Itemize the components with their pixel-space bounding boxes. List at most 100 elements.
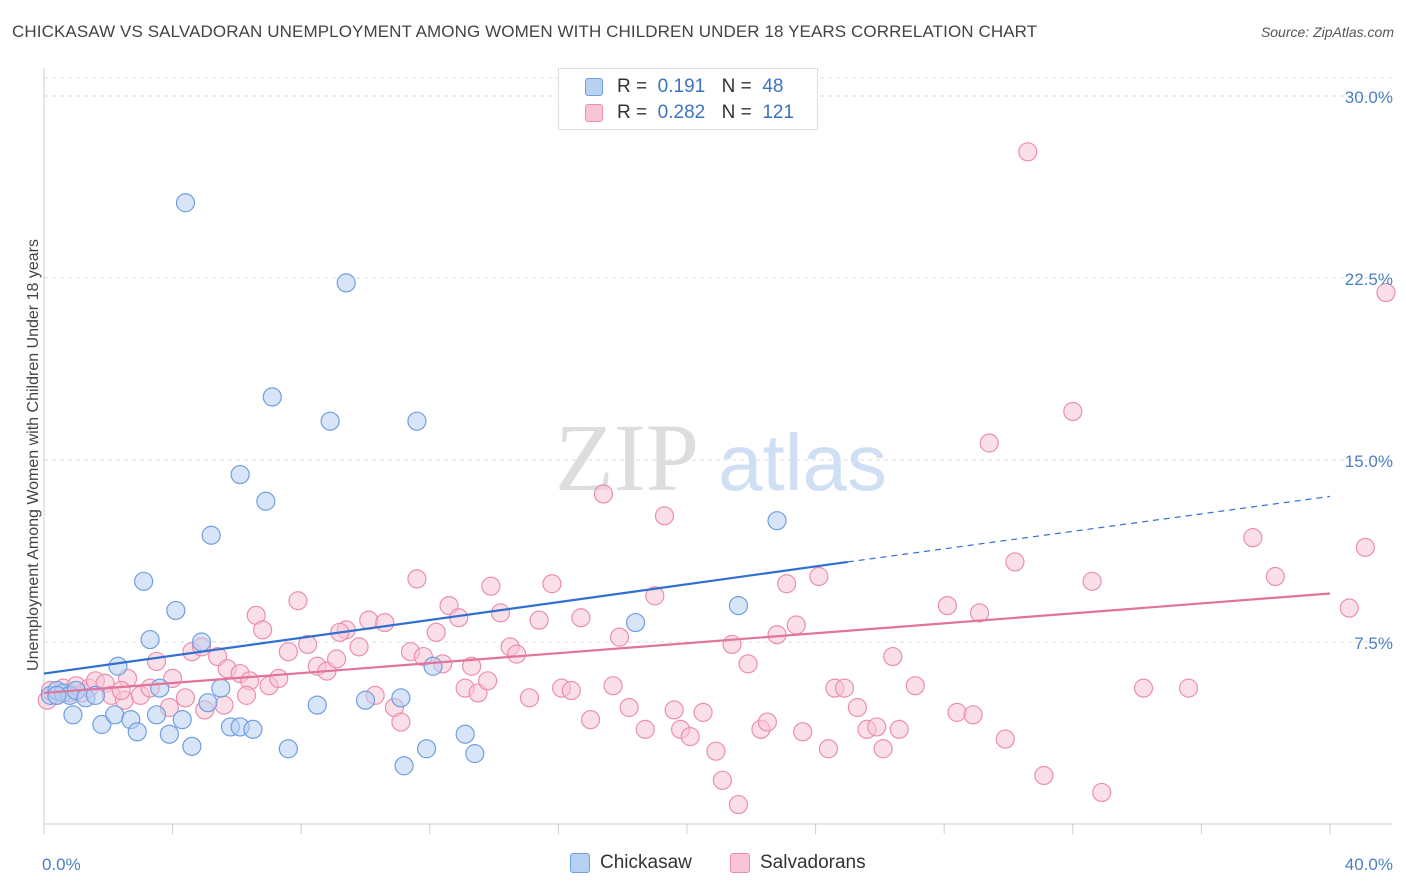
salvadoran-point-75 [706, 741, 726, 761]
chickasaw-point-22 [191, 632, 212, 652]
salvadoran-point-76 [712, 770, 732, 790]
correlation-legend: R = 0.191 N = 48 R = 0.282 N = 121 [558, 68, 818, 130]
salvadoran-point-67 [619, 697, 639, 718]
source-label: Source: ZipAtlas.com [1260, 24, 1394, 40]
salvadoran-point-110 [1178, 678, 1199, 698]
y-tick-label-1: 15.0% [1345, 452, 1393, 471]
y-tick-label-3: 30.0% [1345, 88, 1393, 107]
salvadoran-point-111 [1243, 528, 1263, 548]
salvadoran-point-54 [490, 603, 511, 623]
grid-lines [44, 77, 1392, 643]
salvadoran-point-96 [905, 676, 925, 696]
chickasaw-point-25 [211, 678, 231, 698]
salvadoran-point-77 [722, 634, 742, 655]
salvadoran-point-112 [1265, 566, 1285, 587]
chickasaw-point-37 [391, 688, 411, 708]
salvadoran-point-100 [969, 603, 990, 623]
chickasaw-point-20 [175, 193, 196, 213]
salvadoran-point-79 [738, 654, 758, 674]
salvadoran-point-35 [326, 649, 347, 669]
chickasaw-point-29 [243, 719, 263, 739]
salvadoran-point-85 [793, 722, 813, 742]
chickasaw-point-34 [320, 411, 340, 431]
chickasaw-point-8 [92, 714, 112, 735]
series-legend: Chickasaw Salvadorans [0, 852, 1406, 876]
salvadoran-point-53 [481, 576, 501, 596]
salvadoran-point-63 [580, 710, 601, 730]
salvadoran-point-18 [175, 688, 196, 708]
chickasaw-point-43 [465, 744, 485, 764]
legend-salvadorans-label: Salvadorans [760, 852, 866, 873]
salvadoran-point-102 [995, 729, 1015, 749]
legend-r-value: 0.282 [657, 102, 706, 123]
salvadoran-point-32 [298, 634, 318, 655]
salvadoran-point-44 [407, 569, 427, 589]
chickasaw-point-19 [172, 710, 192, 730]
salvadoran-point-105 [1034, 765, 1054, 786]
salvadoran-point-95 [889, 719, 909, 739]
salvadoran-point-37 [349, 637, 369, 657]
watermark: ZIP atlas [555, 404, 887, 511]
chickasaw-point-15 [140, 629, 160, 650]
salvadoran-point-107 [1082, 571, 1102, 591]
salvadoran-point-38 [359, 610, 379, 630]
chickasaw-point-38 [394, 756, 414, 776]
salvadoran-point-94 [883, 646, 903, 667]
salvadoran-point-40 [375, 612, 395, 633]
legend-r-label: R = [617, 76, 648, 97]
salvadoran-point-42 [391, 712, 411, 732]
salvadoran-point-30 [278, 642, 298, 662]
legend-item-chickasaw: Chickasaw [570, 852, 692, 874]
salvadoran-point-83 [777, 574, 797, 594]
legend-n-value: 48 [762, 76, 784, 97]
salvadoran-point-56 [507, 644, 527, 664]
salvadoran-point-117 [214, 695, 234, 715]
chickasaw-point-17 [159, 724, 179, 744]
salvadoran-point-84 [786, 615, 806, 635]
chickasaw-point-10 [108, 656, 128, 676]
salvadoran-point-106 [1063, 401, 1083, 422]
salvadoran-point-58 [529, 610, 549, 630]
salvadoran-point-73 [680, 727, 700, 747]
salvadoran-point-97 [937, 595, 958, 616]
salvadoran-point-15 [146, 651, 167, 672]
chart-title: CHICKASAW VS SALVADORAN UNEMPLOYMENT AMO… [12, 22, 1038, 41]
chickasaw-point-40 [416, 739, 437, 759]
chickasaw-point-44 [625, 612, 646, 633]
salvadoran-point-119 [478, 671, 498, 691]
salvadoran-trend-line [43, 592, 1331, 695]
salvadoran-point-74 [693, 702, 713, 722]
chickasaw-legend-swatch [570, 853, 590, 873]
legend-row-chickasaw: R = 0.191 N = 48 [585, 75, 783, 99]
legend-row-salvadorans: R = 0.282 N = 121 [585, 101, 794, 125]
chickasaw-point-21 [182, 736, 202, 756]
salvadoran-point-71 [664, 700, 684, 720]
salvadoran-point-68 [635, 719, 655, 739]
salvadoran-point-66 [609, 627, 630, 647]
salvadoran-point-120 [236, 685, 257, 705]
chickasaw-swatch [585, 78, 603, 96]
legend-r-value: 0.191 [657, 76, 706, 97]
salvadoran-point-86 [809, 566, 829, 587]
chickasaw-point-33 [307, 695, 327, 715]
chickasaw-point-39 [407, 411, 427, 431]
y-tick-label-2: 22.5% [1345, 270, 1393, 289]
salvadoran-point-104 [1018, 142, 1038, 162]
chickasaw-point-47 [47, 685, 67, 705]
chickasaw-point-45 [728, 595, 749, 616]
chickasaw-trend-line [43, 560, 848, 675]
watermark-atlas: atlas [718, 418, 887, 507]
chickasaw-point-28 [230, 464, 250, 485]
salvadoran-point-70 [654, 506, 675, 526]
chickasaw-point-16 [150, 678, 170, 698]
chickasaw-point-5 [63, 705, 83, 725]
chickasaw-point-32 [278, 739, 298, 759]
salvadoran-point-64 [593, 484, 614, 504]
salvadoran-legend-swatch [730, 853, 750, 873]
salvadoran-point-89 [834, 678, 855, 698]
salvadoran-point-103 [1005, 552, 1025, 572]
salvadoran-point-27 [253, 620, 273, 640]
salvadoran-point-108 [1092, 782, 1112, 803]
chickasaw-point-24 [201, 525, 221, 545]
chickasaw-point-46 [767, 511, 787, 531]
